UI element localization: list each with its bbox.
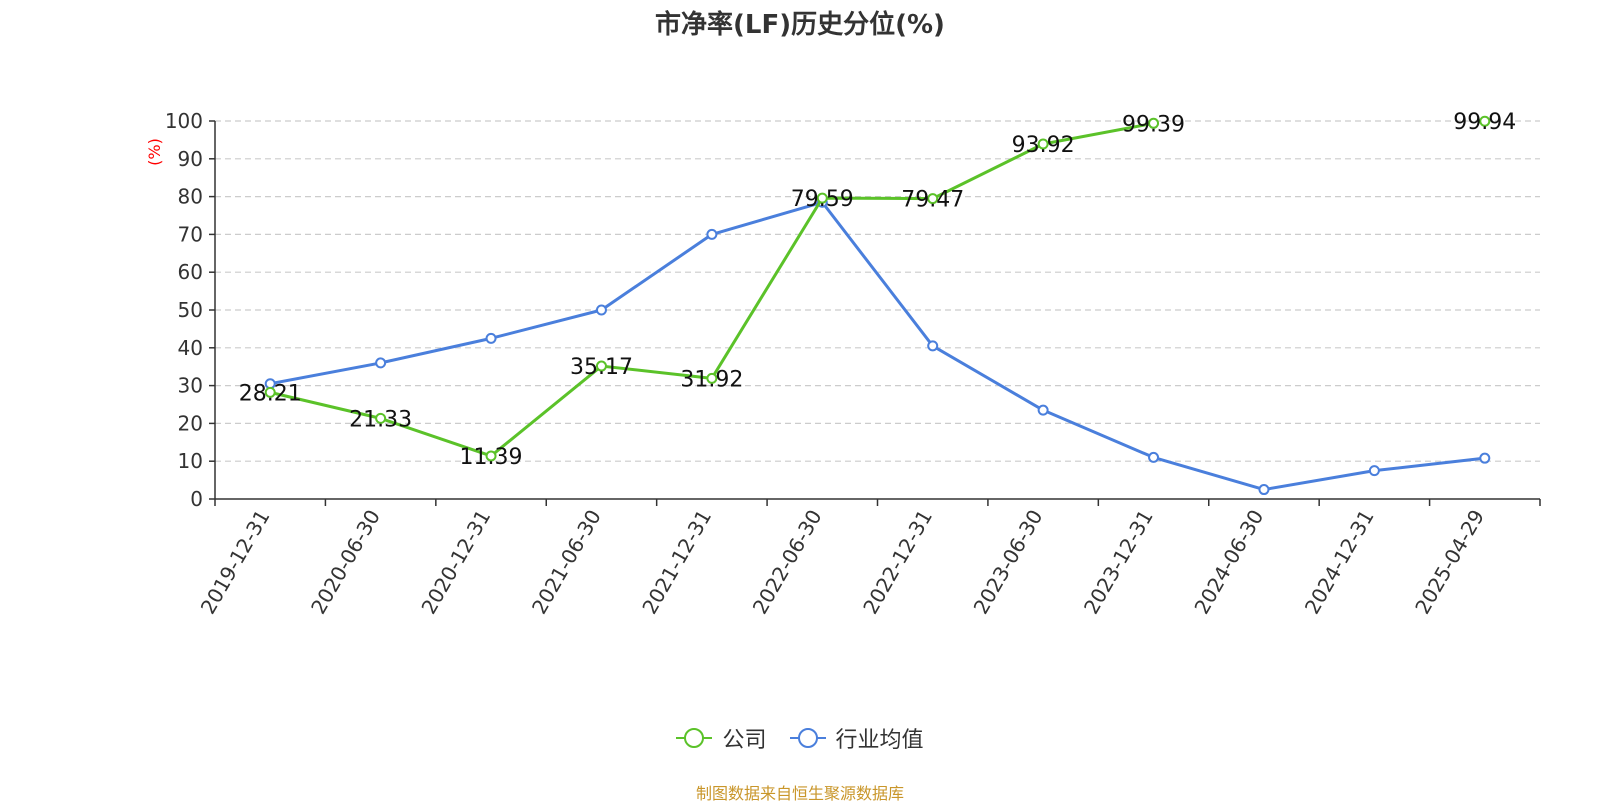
data-label-company: 35.17 — [570, 355, 633, 380]
data-point-company[interactable] — [264, 386, 276, 398]
y-tick-label: 100 — [165, 109, 203, 133]
y-tick-label: 50 — [178, 298, 203, 322]
data-label-company: 21.33 — [349, 407, 412, 432]
data-point-industry-average[interactable] — [595, 304, 607, 316]
data-point-company[interactable] — [1479, 115, 1491, 127]
y-tick-label: 30 — [178, 374, 203, 398]
data-point-industry-average[interactable] — [485, 332, 497, 344]
y-tick-labels: 0 10 20 30 40 50 60 70 80 90 100 — [165, 109, 203, 511]
data-point-industry-average[interactable] — [706, 228, 718, 240]
legend-label-industry-average: 行业均值 — [835, 728, 924, 753]
legend: 公司 行业均值 — [0, 722, 1600, 755]
legend-item-company[interactable]: 公司 — [676, 722, 767, 754]
data-label-company: 79.47 — [901, 188, 964, 213]
data-source-note: 制图数据来自恒生聚源数据库 — [695, 784, 904, 803]
data-point-company[interactable] — [816, 192, 828, 204]
x-tick-label: 2020-12-31 — [416, 505, 495, 618]
x-tick-label: 2023-06-30 — [969, 506, 1048, 619]
x-tick-label: 2021-12-31 — [637, 506, 716, 619]
legend-marker-company — [676, 728, 713, 748]
data-point-company[interactable] — [375, 412, 387, 424]
x-tick-label: 2020-06-30 — [306, 506, 385, 619]
x-tick-label: 2024-06-30 — [1189, 506, 1268, 619]
data-label-company: 31.92 — [680, 367, 743, 392]
x-tick-label: 2021-06-30 — [527, 506, 606, 619]
data-point-industry-average[interactable] — [1258, 484, 1270, 496]
x-tick-label: 2025-04-29 — [1410, 506, 1489, 619]
data-point-industry-average[interactable] — [1479, 452, 1491, 464]
data-label-company: 79.59 — [791, 187, 854, 212]
data-point-company[interactable] — [485, 450, 497, 462]
series-line-company — [269, 121, 1154, 458]
x-tick-label: 2022-06-30 — [748, 506, 827, 619]
y-tick-label: 70 — [178, 222, 203, 246]
line-chart: 0 10 20 30 40 50 60 70 80 90 100 2019-12-31 2020-06… — [145, 109, 1541, 618]
x-tick-label: 2024-12-31 — [1300, 506, 1379, 619]
data-point-company[interactable] — [706, 372, 718, 384]
data-point-industry-average[interactable] — [1037, 404, 1049, 416]
y-tick-label: 80 — [178, 185, 203, 209]
y-axis-label: (%) — [145, 138, 164, 166]
data-labels: 28.21 21.33 11.39 35.17 31.92 79.59 79.47 93.92… — [239, 110, 1517, 470]
x-tick-label: 2022-12-31 — [858, 505, 937, 618]
data-point-company[interactable] — [1037, 138, 1049, 150]
legend-marker-industry-average — [789, 728, 826, 748]
y-tick-label: 60 — [178, 260, 203, 284]
data-label-company: 99.39 — [1122, 112, 1185, 137]
y-tick-label: 90 — [178, 147, 203, 171]
series-lines — [264, 115, 1491, 496]
y-tick-label: 20 — [178, 411, 203, 435]
data-point-company[interactable] — [927, 193, 939, 205]
x-tick-label: 2023-12-31 — [1079, 506, 1158, 619]
data-label-company: 93.92 — [1012, 133, 1075, 158]
x-tick-labels: 2019-12-31 2020-06-30 2020-12-31 2021-06-30… — [196, 505, 1489, 618]
data-label-company: 99.94 — [1453, 110, 1516, 135]
grid-lines — [215, 120, 1540, 462]
data-label-company: 28.21 — [239, 381, 302, 406]
legend-label-company: 公司 — [722, 728, 767, 753]
legend-item-industry-average[interactable]: 行业均值 — [789, 722, 924, 754]
data-point-industry-average[interactable] — [1368, 465, 1380, 477]
chart-title: 市净率(LF)历史分位(%) — [655, 10, 945, 40]
x-tick-label: 2019-12-31 — [196, 506, 275, 619]
data-point-industry-average[interactable] — [1148, 451, 1160, 463]
axes — [209, 120, 1541, 506]
series-line-industry-average — [269, 200, 1485, 492]
data-label-company: 11.39 — [460, 445, 523, 470]
data-point-industry-average[interactable] — [927, 340, 939, 352]
data-point-company[interactable] — [1148, 117, 1160, 129]
y-tick-label: 40 — [178, 336, 203, 360]
y-tick-label: 10 — [178, 449, 203, 473]
data-point-industry-average[interactable] — [375, 357, 387, 369]
data-point-company[interactable] — [595, 360, 607, 372]
y-tick-label: 0 — [190, 487, 203, 511]
